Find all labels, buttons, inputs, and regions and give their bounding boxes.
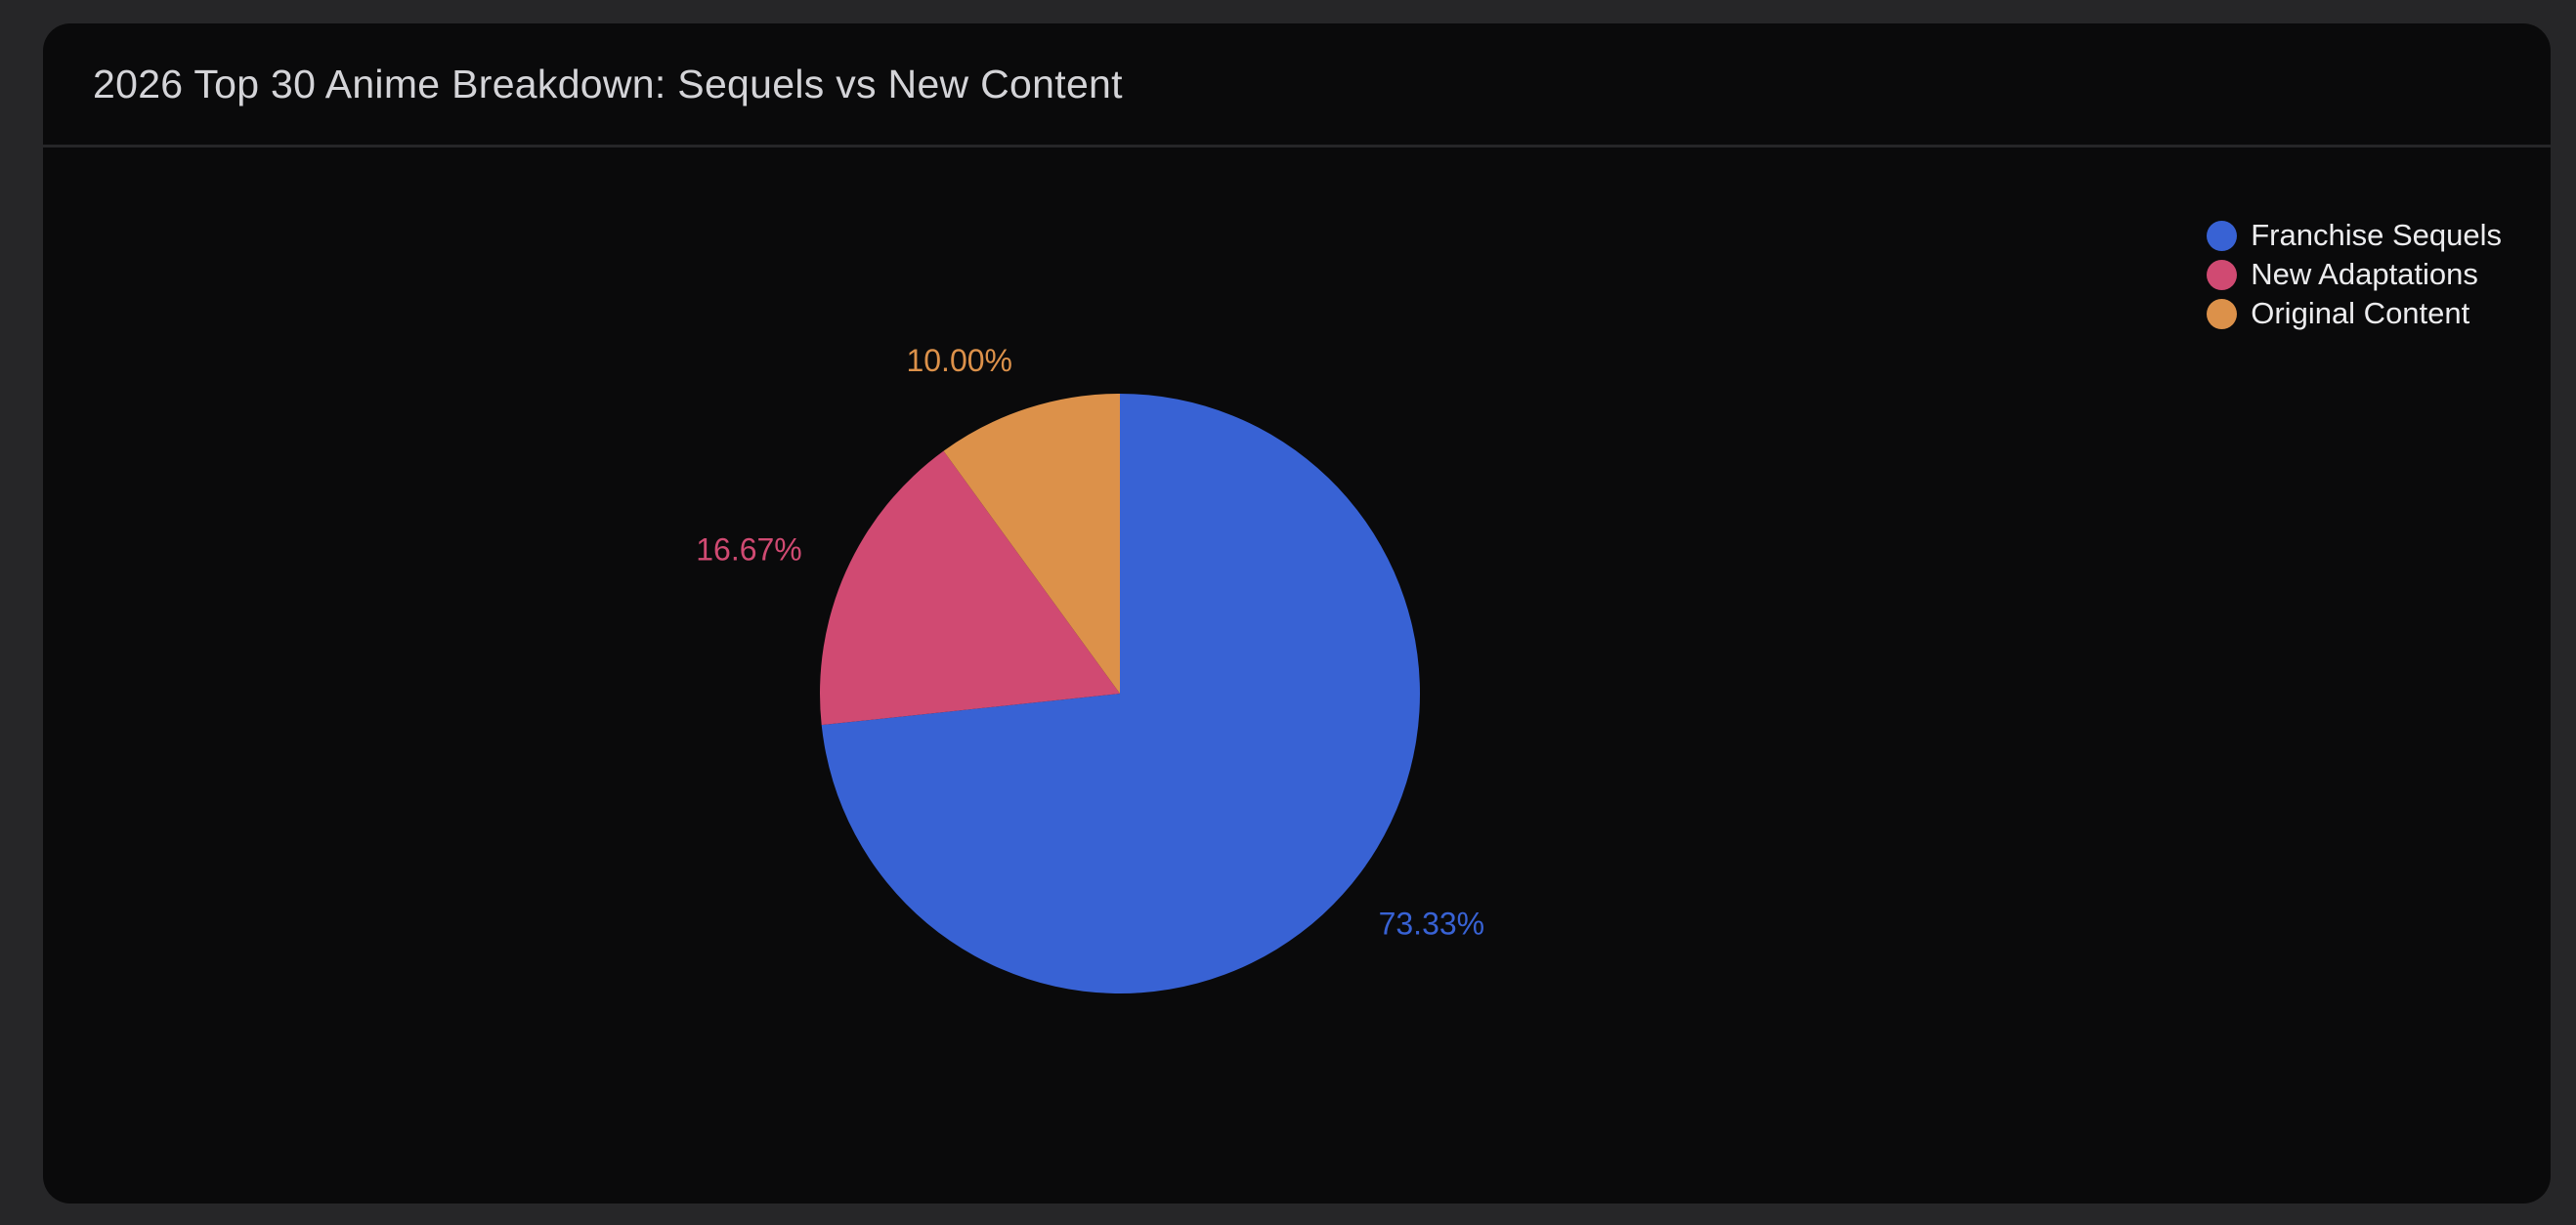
legend-swatch [2207, 220, 2238, 251]
slice-label-franchise-sequels: 73.33% [1379, 907, 1485, 942]
pie-slice-franchise-sequels[interactable] [821, 394, 1420, 993]
chart-card: 2026 Top 30 Anime Breakdown: Sequels vs … [43, 23, 2551, 1204]
legend-swatch [2207, 298, 2238, 329]
chart-title: 2026 Top 30 Anime Breakdown: Sequels vs … [93, 61, 1123, 106]
slice-label-new-adaptations: 16.67% [696, 532, 802, 568]
pie-slice-original-content[interactable] [943, 394, 1120, 694]
legend-item-new-adaptations[interactable]: New Adaptations [2207, 255, 2502, 294]
legend-item-original-content[interactable]: Original Content [2207, 294, 2502, 333]
legend-label: New Adaptations [2251, 257, 2478, 291]
pie-chart: 73.33% 16.67% 10.00% [696, 343, 1485, 993]
pie-slice-new-adaptations[interactable] [820, 450, 1120, 726]
chart-legend: Franchise Sequels New Adaptations Original… [2207, 216, 2502, 333]
legend-label: Franchise Sequels [2251, 218, 2502, 252]
chart-area: 73.33% 16.67% 10.00% Franchise Sequels New … [43, 148, 2551, 1204]
slice-label-original-content: 10.00% [906, 343, 1012, 378]
legend-label: Original Content [2251, 296, 2470, 330]
legend-swatch [2207, 259, 2238, 290]
card-header: 2026 Top 30 Anime Breakdown: Sequels vs … [43, 23, 2551, 148]
legend-item-franchise-sequels[interactable]: Franchise Sequels [2207, 216, 2502, 255]
